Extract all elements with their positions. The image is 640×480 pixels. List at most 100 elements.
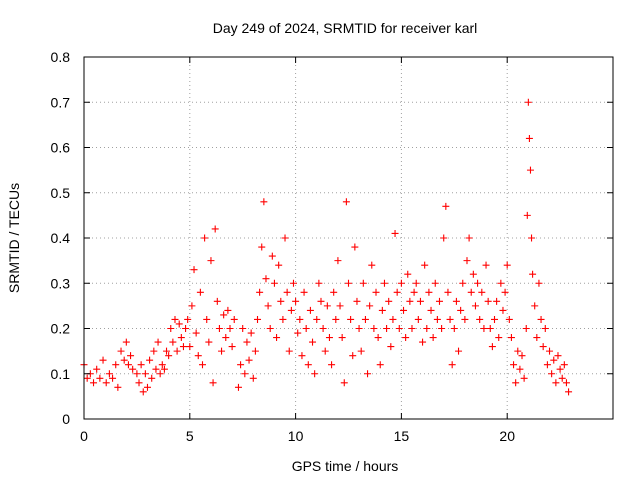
data-point bbox=[239, 325, 247, 332]
data-point bbox=[383, 325, 391, 332]
data-point bbox=[148, 374, 156, 382]
data-point bbox=[340, 379, 348, 387]
data-point bbox=[397, 279, 405, 287]
data-point bbox=[433, 315, 441, 323]
data-point bbox=[457, 306, 465, 314]
data-point bbox=[175, 320, 183, 328]
data-point bbox=[93, 365, 101, 373]
data-point bbox=[537, 315, 545, 323]
data-point bbox=[558, 374, 566, 382]
data-point bbox=[304, 361, 312, 369]
data-point bbox=[298, 352, 306, 360]
data-point bbox=[482, 261, 490, 269]
data-point bbox=[245, 356, 253, 364]
data-point bbox=[311, 370, 319, 378]
data-point bbox=[410, 288, 418, 296]
data-point bbox=[442, 202, 450, 210]
data-point bbox=[565, 388, 573, 396]
labels-layer: 0 5 10 15 20 0 0.1 0.2 0.3 0.4 0.5 0.6 0.7 0.8 bbox=[51, 49, 516, 444]
data-point bbox=[127, 352, 135, 360]
data-point bbox=[222, 334, 230, 342]
data-point bbox=[467, 288, 475, 296]
y-tick-label: 0.4 bbox=[51, 230, 71, 246]
data-point bbox=[268, 252, 276, 260]
data-point bbox=[345, 279, 352, 287]
data-point bbox=[414, 315, 422, 323]
data-point bbox=[152, 365, 160, 373]
data-point bbox=[526, 166, 534, 174]
data-point bbox=[546, 347, 554, 355]
data-point bbox=[366, 302, 374, 310]
data-point bbox=[387, 343, 395, 351]
data-point bbox=[186, 343, 194, 351]
data-point bbox=[552, 379, 560, 387]
data-point bbox=[220, 311, 228, 319]
data-point bbox=[539, 343, 547, 351]
data-point bbox=[194, 352, 202, 360]
data-point bbox=[480, 325, 488, 332]
ticks-layer bbox=[83, 56, 613, 420]
data-point bbox=[448, 361, 456, 369]
data-point bbox=[323, 302, 331, 310]
data-point bbox=[516, 365, 524, 373]
data-point bbox=[450, 325, 458, 332]
data-point bbox=[349, 352, 357, 360]
data-point bbox=[469, 270, 477, 278]
data-point bbox=[209, 379, 217, 387]
y-tick-label: 0.5 bbox=[51, 185, 71, 201]
y-tick-label: 0.6 bbox=[51, 140, 71, 156]
data-point bbox=[528, 234, 536, 242]
data-point bbox=[306, 306, 314, 314]
data-point bbox=[359, 279, 367, 287]
data-point bbox=[256, 288, 264, 296]
data-point bbox=[368, 261, 376, 269]
data-point bbox=[192, 329, 200, 337]
data-point bbox=[124, 361, 132, 369]
data-point bbox=[213, 297, 221, 305]
data-point bbox=[374, 334, 382, 342]
chart-title: Day 249 of 2024, SRMTID for receiver kar… bbox=[213, 20, 478, 36]
data-point bbox=[112, 361, 120, 369]
data-point bbox=[173, 347, 181, 355]
data-point bbox=[562, 379, 570, 387]
data-point bbox=[543, 361, 551, 369]
data-point bbox=[476, 315, 484, 323]
data-point bbox=[400, 306, 408, 314]
data-point bbox=[497, 279, 505, 287]
data-point bbox=[135, 379, 143, 387]
data-point bbox=[529, 270, 537, 278]
data-point bbox=[258, 243, 266, 251]
data-point bbox=[171, 315, 179, 323]
data-point bbox=[438, 325, 446, 332]
data-point bbox=[440, 234, 448, 242]
data-point bbox=[404, 270, 412, 278]
data-point bbox=[512, 379, 520, 387]
data-point bbox=[165, 352, 173, 360]
data-point bbox=[425, 288, 433, 296]
data-point bbox=[133, 370, 141, 378]
y-tick-label: 0.7 bbox=[51, 94, 71, 110]
data-point bbox=[129, 365, 137, 373]
data-point bbox=[556, 365, 564, 373]
data-point bbox=[313, 315, 321, 323]
data-point bbox=[228, 343, 236, 351]
data-point bbox=[535, 279, 543, 287]
data-point bbox=[416, 297, 424, 305]
data-point bbox=[455, 347, 463, 355]
data-point bbox=[505, 315, 513, 323]
data-point bbox=[198, 361, 206, 369]
data-point bbox=[465, 234, 473, 242]
data-point bbox=[463, 257, 471, 265]
data-point bbox=[334, 257, 342, 265]
data-point bbox=[270, 279, 278, 287]
data-point bbox=[156, 370, 164, 378]
data-point bbox=[484, 297, 492, 305]
data-point bbox=[160, 365, 168, 373]
data-point bbox=[150, 347, 158, 355]
data-point bbox=[412, 279, 420, 287]
data-point bbox=[190, 266, 198, 274]
data-point bbox=[446, 315, 454, 323]
data-point bbox=[378, 306, 386, 314]
